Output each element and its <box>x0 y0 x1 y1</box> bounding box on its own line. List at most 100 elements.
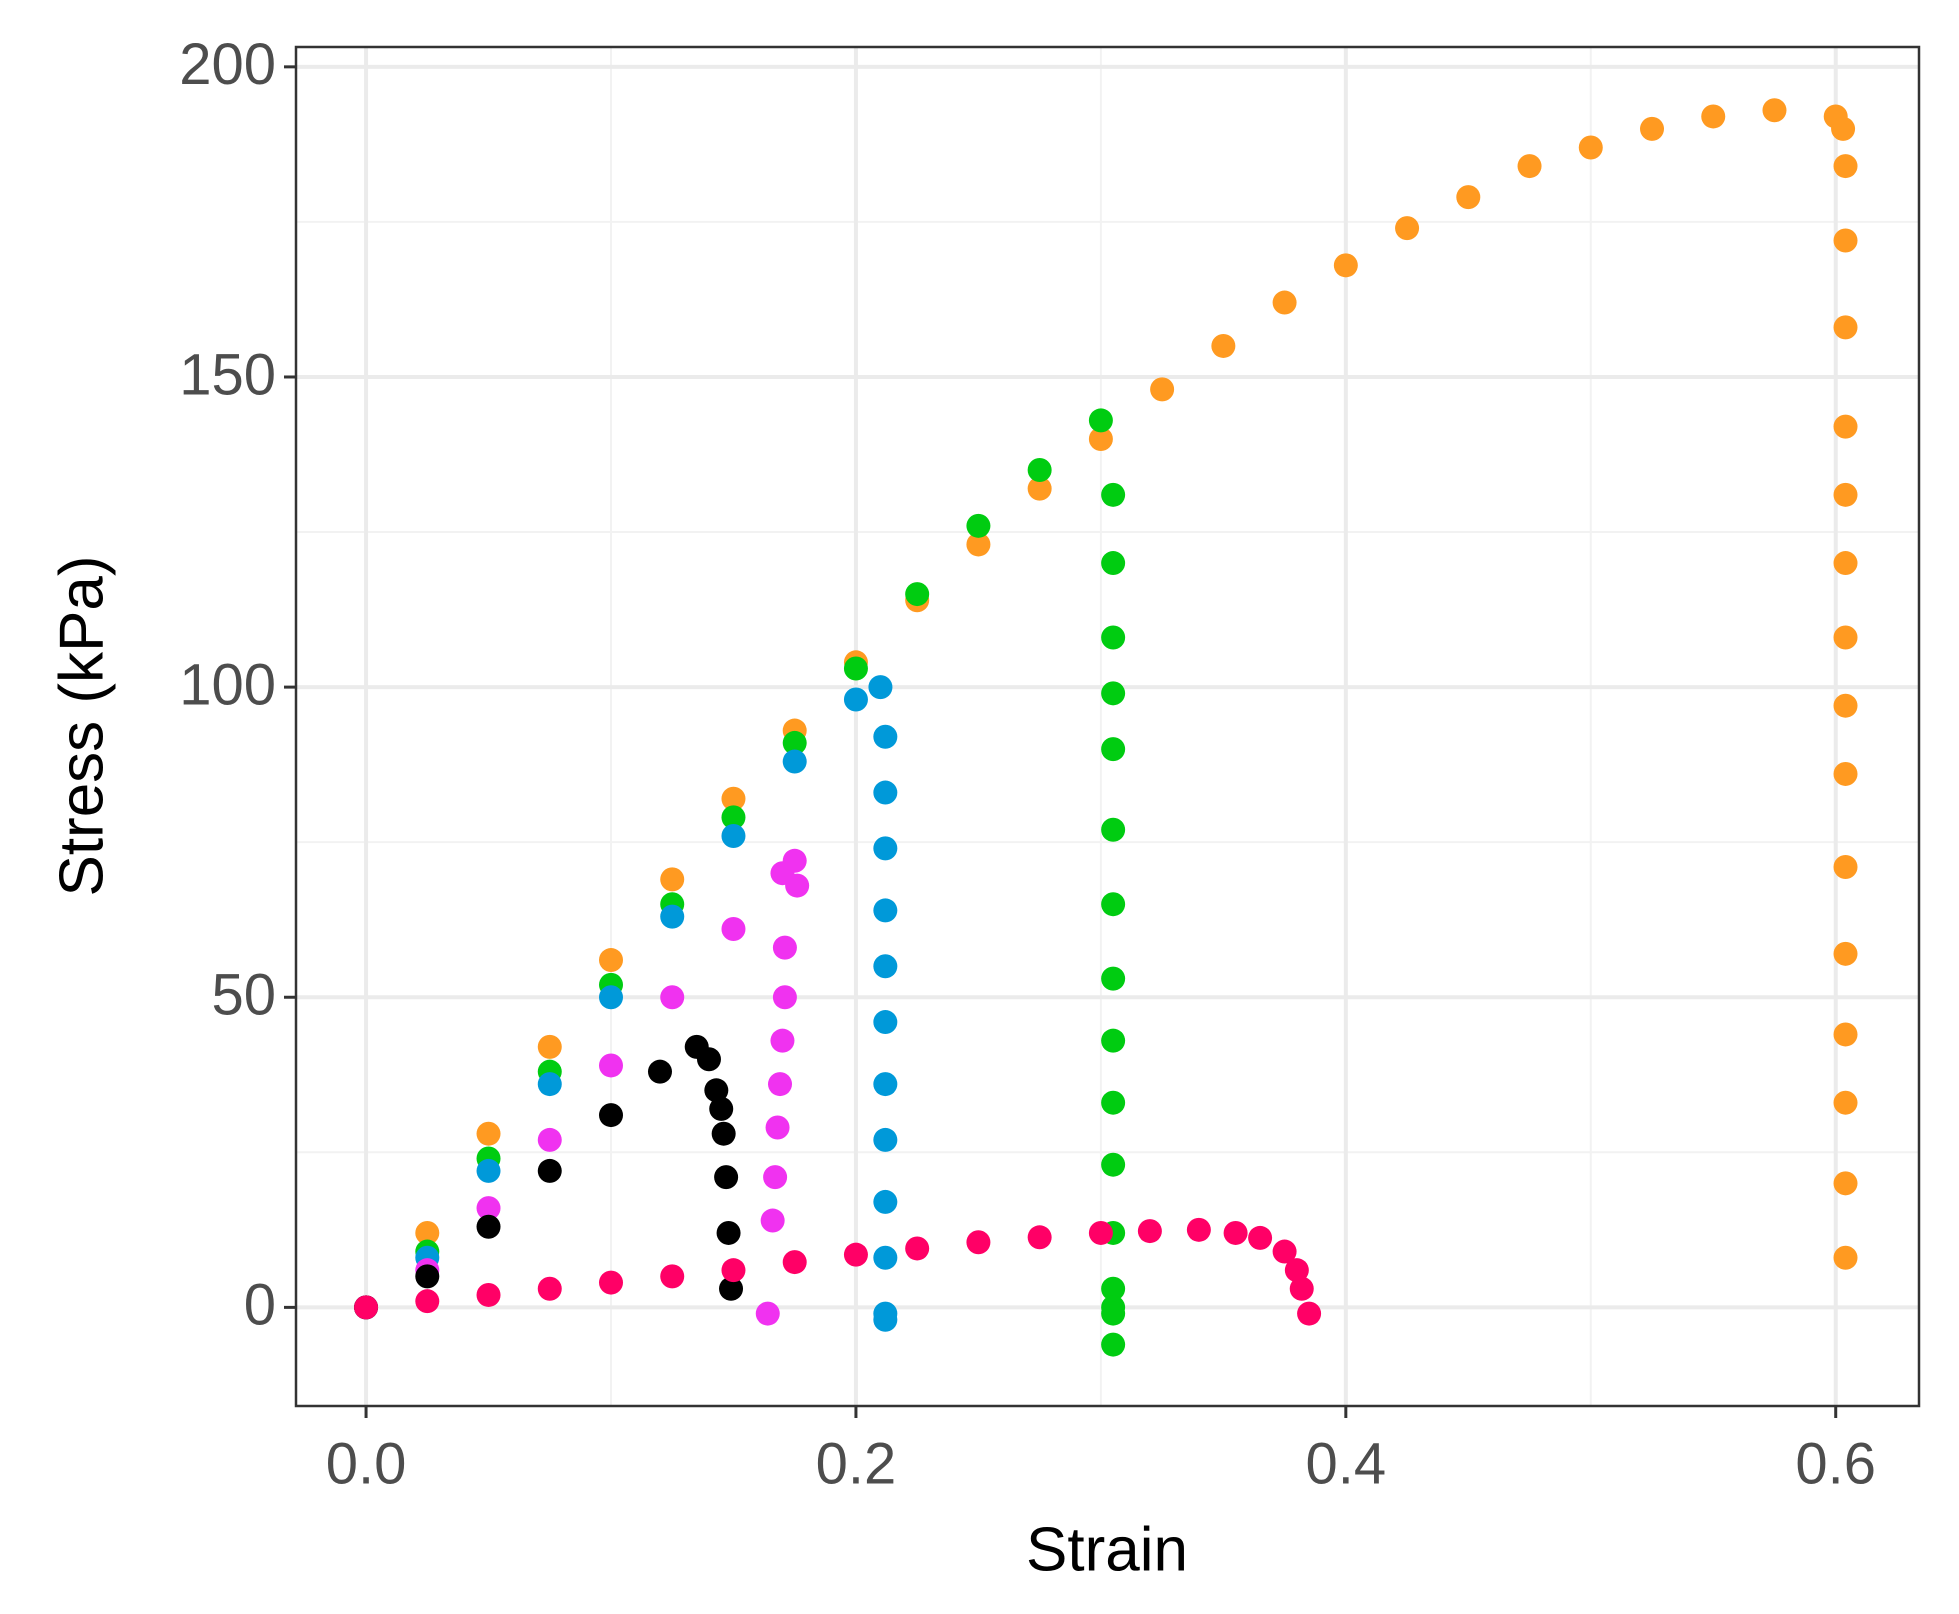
point <box>843 1242 868 1267</box>
point <box>598 948 623 973</box>
point <box>782 1250 807 1275</box>
point <box>873 898 898 923</box>
y-tick-label: 50 <box>211 963 276 1028</box>
point <box>1833 1022 1858 1047</box>
point <box>709 1096 734 1121</box>
point <box>873 836 898 861</box>
point <box>966 1230 991 1255</box>
point <box>1101 966 1126 991</box>
x-tick-label: 0.4 <box>1306 1431 1387 1496</box>
point <box>696 1047 721 1072</box>
point <box>868 675 893 700</box>
point <box>704 1078 729 1103</box>
x-axis-title: Strain <box>1026 1515 1188 1584</box>
y-axis-title: Stress (kPa) <box>47 555 116 896</box>
point <box>415 1264 440 1289</box>
point <box>1101 1028 1126 1053</box>
point <box>1137 1219 1162 1244</box>
point <box>1101 681 1126 706</box>
point <box>1831 116 1856 141</box>
point <box>755 1301 780 1326</box>
point <box>1284 1258 1309 1283</box>
point <box>770 1028 795 1053</box>
point <box>537 1034 562 1059</box>
point <box>1101 817 1126 842</box>
point <box>843 687 868 712</box>
point <box>772 985 797 1010</box>
point <box>1297 1301 1322 1326</box>
point <box>1833 854 1858 879</box>
point <box>873 724 898 749</box>
point <box>1833 315 1858 340</box>
point <box>1517 154 1542 179</box>
point <box>1833 1090 1858 1115</box>
point <box>1640 116 1665 141</box>
point <box>660 1264 685 1289</box>
point <box>476 1121 501 1146</box>
point <box>1289 1276 1314 1301</box>
point <box>1333 253 1358 278</box>
point <box>1833 941 1858 966</box>
point <box>598 1270 623 1295</box>
point <box>1833 414 1858 439</box>
point <box>1833 761 1858 786</box>
point <box>660 904 685 929</box>
point <box>873 1307 898 1332</box>
y-tick-label: 150 <box>179 342 276 407</box>
point <box>1027 1225 1052 1250</box>
point <box>1088 408 1113 433</box>
point <box>721 805 746 830</box>
point <box>1027 476 1052 501</box>
point <box>598 985 623 1010</box>
point <box>873 954 898 979</box>
point <box>537 1127 562 1152</box>
panel-border <box>294 45 1921 1408</box>
point <box>1578 135 1603 160</box>
point <box>415 1289 440 1314</box>
point <box>1101 892 1126 917</box>
point <box>1456 185 1481 210</box>
point <box>1088 427 1113 452</box>
x-tick-label: 0.2 <box>816 1431 897 1496</box>
point <box>598 1103 623 1128</box>
point <box>768 1072 793 1097</box>
point <box>785 873 810 898</box>
point <box>843 656 868 681</box>
x-tick-label: 0.0 <box>326 1431 407 1496</box>
point <box>1395 216 1420 241</box>
point <box>1101 737 1126 762</box>
point <box>721 1258 746 1283</box>
point <box>1150 377 1175 402</box>
point <box>1101 1301 1126 1326</box>
point <box>966 513 991 538</box>
point <box>711 1121 736 1146</box>
point <box>1101 625 1126 650</box>
point <box>772 935 797 960</box>
point <box>714 1165 739 1190</box>
point <box>1762 98 1787 123</box>
point <box>476 1196 501 1221</box>
point <box>660 985 685 1010</box>
point <box>1101 1152 1126 1177</box>
point <box>905 1236 930 1261</box>
point <box>760 1208 785 1233</box>
point <box>782 749 807 774</box>
point <box>1101 1090 1126 1115</box>
point <box>476 1214 501 1239</box>
point <box>1101 1332 1126 1357</box>
point <box>1833 154 1858 179</box>
point <box>873 1245 898 1270</box>
point <box>1833 551 1858 576</box>
point <box>1833 1171 1858 1196</box>
point <box>873 1127 898 1152</box>
point <box>721 786 746 811</box>
point <box>1833 625 1858 650</box>
point <box>415 1220 440 1245</box>
point <box>1186 1217 1211 1242</box>
point <box>1101 1276 1126 1301</box>
point <box>721 823 746 848</box>
point <box>719 1276 744 1301</box>
point <box>1833 482 1858 507</box>
point <box>1101 551 1126 576</box>
